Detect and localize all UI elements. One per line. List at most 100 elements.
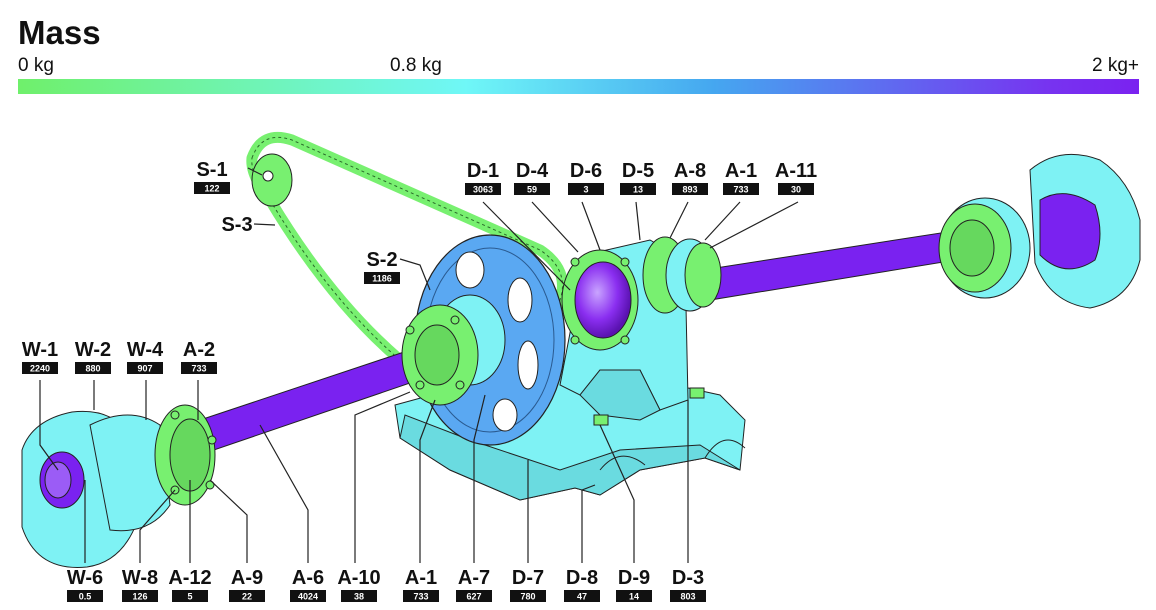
part-id: S-3 — [221, 214, 252, 236]
part-label-w-1: W-1 2240 — [22, 339, 58, 374]
mass-badge: 803 — [670, 590, 706, 602]
part-id: D-3 — [672, 567, 704, 589]
legend-tick-mid: 0.8 kg — [390, 55, 442, 76]
part-label-a-9: A-922 — [229, 567, 265, 602]
part-id: A-1 — [405, 567, 437, 589]
mass-color-scale-bar — [18, 79, 1139, 94]
mass-badge: 3 — [568, 183, 604, 195]
mass-value: 3063 — [473, 185, 493, 195]
mass-value: 22 — [242, 592, 252, 602]
part-label-a-6: A-6 4024 — [290, 567, 326, 602]
mass-badge: 733 — [403, 590, 439, 602]
mass-badge: 30 — [778, 183, 814, 195]
legend-title: Mass — [18, 14, 101, 51]
part-label-s-2: S-2 1186 — [364, 249, 400, 284]
part-id: A-10 — [337, 567, 380, 589]
part-label-d-6: D-63 — [568, 160, 604, 195]
mass-value: 47 — [577, 592, 587, 602]
mass-badge: 5 — [172, 590, 208, 602]
mass-value: 627 — [466, 592, 481, 602]
mass-badge: 47 — [564, 590, 600, 602]
mass-badge: 0.5 — [67, 590, 103, 602]
mass-value: 2240 — [30, 364, 50, 374]
mass-badge: 733 — [181, 362, 217, 374]
part-id: A-1 — [725, 160, 757, 182]
right-coupling — [642, 236, 722, 314]
mass-badge: 2240 — [22, 362, 58, 374]
mass-badge: 3063 — [465, 183, 501, 195]
mass-value: 38 — [354, 592, 364, 602]
mass-value: 803 — [680, 592, 695, 602]
part-label-d-1: D-1 3063 — [465, 160, 501, 195]
part-label-d-5: D-513 — [620, 160, 656, 195]
part-id: D-6 — [570, 160, 602, 182]
mass-value: 880 — [85, 364, 100, 374]
mass-value: 733 — [733, 185, 748, 195]
mass-badge: 59 — [514, 183, 550, 195]
part-id: D-1 — [467, 160, 499, 182]
part-id: A-12 — [168, 567, 211, 589]
left-wheel-hub — [21, 404, 217, 568]
part-id: W-6 — [67, 567, 103, 589]
mass-value: 5 — [187, 592, 192, 602]
right-shaft — [689, 229, 969, 303]
mass-value: 13 — [633, 185, 643, 195]
mass-badge: 733 — [723, 183, 759, 195]
legend-tick-min: 0 kg — [18, 55, 54, 76]
mass-badge: 627 — [456, 590, 492, 602]
mass-badge: 780 — [510, 590, 546, 602]
mass-badge: 4024 — [290, 590, 326, 602]
mass-badge: 907 — [127, 362, 163, 374]
mass-value: 126 — [132, 592, 147, 602]
mass-badge: 122 — [194, 182, 230, 194]
right-wheel-hub — [938, 153, 1141, 309]
mass-badge: 126 — [122, 590, 158, 602]
part-label-a-11: A-11 30 — [775, 160, 817, 195]
part-label-d-8: D-847 — [564, 567, 600, 602]
mass-value: 733 — [191, 364, 206, 374]
part-label-w-6: W-60.5 — [67, 567, 103, 602]
mass-badge: 13 — [620, 183, 656, 195]
bearing-housing — [561, 249, 639, 351]
mass-value: 780 — [520, 592, 535, 602]
part-id: A-9 — [231, 567, 263, 589]
part-id: A-11 — [775, 160, 817, 182]
part-id: A-7 — [458, 567, 490, 589]
mass-badge: 893 — [672, 183, 708, 195]
mass-badge: 880 — [75, 362, 111, 374]
mass-value: 4024 — [298, 592, 318, 602]
mass-value: 0.5 — [79, 592, 92, 602]
mass-value: 3 — [583, 185, 588, 195]
part-label-s-3: S-3 — [221, 214, 252, 236]
part-id: D-5 — [622, 160, 654, 182]
part-id: W-4 — [127, 339, 164, 361]
mass-value: 30 — [791, 185, 801, 195]
legend-tick-max: 2 kg+ — [1091, 55, 1139, 76]
part-label-a-10: A-10 38 — [337, 567, 381, 602]
part-id: W-2 — [75, 339, 111, 361]
part-id: W-8 — [122, 567, 158, 589]
part-label-d-9: D-914 — [616, 567, 652, 602]
sprocket-hub — [401, 294, 506, 406]
mass-value: 59 — [527, 185, 537, 195]
part-id: W-1 — [22, 339, 58, 361]
part-id: A-2 — [183, 339, 215, 361]
mass-badge: 14 — [616, 590, 652, 602]
part-label-a-12: A-12 5 — [168, 567, 212, 602]
mass-value: 14 — [629, 592, 639, 602]
part-id: S-2 — [366, 249, 397, 271]
mass-value: 1186 — [372, 274, 392, 284]
part-id: S-1 — [196, 159, 227, 181]
part-id: D-7 — [512, 567, 544, 589]
leader-lines — [39, 167, 799, 563]
mass-badge: 22 — [229, 590, 265, 602]
